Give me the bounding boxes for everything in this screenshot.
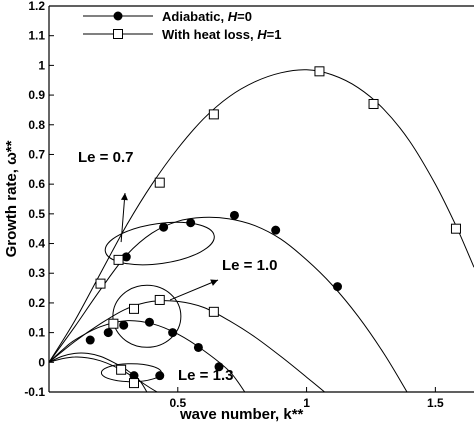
legend-text-adiabatic: Adiabatic,: [162, 9, 228, 24]
arrow-le-1-0-head: [210, 279, 218, 286]
marker-heatloss-le-1-0: [129, 303, 139, 314]
legend-marker-filled-circle: [113, 11, 123, 21]
marker-adiabatic-le-1-3: [155, 371, 165, 381]
y-tick-label: 0: [38, 355, 45, 369]
marker-heatloss-le-1-3: [129, 378, 139, 389]
marker-heatloss-le-0-7: [113, 254, 124, 265]
marker-heatloss-le-0-7: [450, 223, 461, 234]
marker-adiabatic-le-0-7: [186, 218, 196, 228]
y-tick-label: 0.9: [28, 88, 45, 102]
ellipse-le-1-0: [112, 284, 182, 348]
curve-heatloss-le-1-0: [49, 300, 325, 392]
curve-adiabatic-le-1-0: [49, 320, 246, 392]
marker-heatloss-le-1-0: [208, 306, 219, 317]
y-tick-label: 0.5: [28, 207, 45, 221]
y-tick-label: -0.1: [24, 385, 45, 399]
legend-entry-heat-loss: With heat loss, H=1: [83, 27, 281, 42]
legend-text-heat-loss: With heat loss,: [162, 27, 257, 42]
marker-heatloss-le-0-7: [154, 177, 165, 188]
annotation-le-1-3: Le = 1.3: [178, 367, 233, 384]
legend-marker-open-square: [113, 29, 123, 39]
x-axis-ticks: 0.5 1 1.5: [169, 387, 444, 410]
arrow-le-1-0: [169, 279, 219, 301]
marker-adiabatic-le-1-0: [214, 362, 224, 372]
legend-suffix-heat-loss: =1: [267, 27, 282, 42]
curve-heatloss-le-0-7: [49, 69, 474, 363]
x-tick-label: 1: [303, 396, 310, 410]
legend-entry-adiabatic: Adiabatic, H=0: [83, 9, 252, 24]
y-tick-label: 0.3: [28, 266, 45, 280]
y-tick-label: 0.8: [28, 118, 45, 132]
legend-italic-heat-loss: H: [257, 27, 267, 42]
arrow-le-0-7-head: [120, 193, 128, 201]
marker-adiabatic-le-1-0: [85, 335, 95, 345]
marker-heatloss-le-1-0: [154, 294, 165, 305]
marker-adiabatic-le-1-3: [129, 371, 139, 381]
marker-adiabatic-le-1-0: [144, 317, 154, 327]
legend-label-heat-loss: With heat loss, H=1: [162, 27, 281, 42]
marker-adiabatic-le-1-0: [119, 320, 129, 330]
data-markers: [85, 66, 461, 389]
legend-italic-adiabatic: H: [228, 9, 238, 24]
annotation-arrows: [120, 192, 219, 301]
y-tick-label: 0.2: [28, 296, 45, 310]
marker-adiabatic-le-1-0: [168, 328, 178, 338]
y-tick-label: 0.6: [28, 177, 45, 191]
marker-heatloss-le-1-3: [116, 364, 127, 375]
marker-adiabatic-le-1-0: [193, 342, 203, 352]
marker-adiabatic-le-0-7: [271, 225, 281, 235]
annotation-le-0-7: Le = 0.7: [78, 149, 133, 166]
chart-legend: Adiabatic, H=0 With heat loss, H=1: [83, 9, 281, 42]
ellipse-le-0-7: [104, 221, 215, 266]
legend-label-adiabatic: Adiabatic, H=0: [162, 9, 252, 24]
marker-adiabatic-le-0-7: [332, 282, 342, 292]
curve-adiabatic-le-1-3: [49, 356, 158, 392]
x-axis-title: wave number, k**: [179, 406, 304, 423]
marker-heatloss-le-0-7: [314, 66, 325, 77]
x-tick-label: 1.5: [427, 396, 444, 410]
marker-heatloss-le-1-0: [108, 318, 119, 329]
plot-frame: [48, 5, 474, 393]
y-tick-label: 0.7: [28, 147, 45, 161]
y-axis-ticks: -0.1 0 0.1 0.2 0.3 0.4 0.5 0.6 0.7 0.8 0.9 1 1.1 1.2: [24, 0, 54, 399]
y-tick-label: 1: [38, 58, 45, 72]
marker-adiabatic-le-0-7: [229, 210, 239, 220]
marker-adiabatic-le-0-7: [121, 252, 131, 262]
arrow-le-0-7: [120, 192, 126, 243]
y-tick-label: 1.2: [28, 0, 45, 13]
marker-heatloss-le-0-7: [368, 98, 379, 109]
marker-heatloss-le-0-7: [95, 278, 106, 289]
legend-suffix-adiabatic: =0: [237, 9, 252, 24]
x-tick-label: 0.5: [169, 396, 186, 410]
curve-adiabatic-le-0-7: [49, 216, 408, 392]
y-tick-label: 0.1: [28, 326, 45, 340]
y-axis-title: Growth rate, ω**: [3, 140, 20, 257]
series-curves: [49, 69, 474, 392]
y-tick-label: 0.4: [28, 237, 45, 251]
y-tick-label: 1.1: [28, 29, 45, 43]
marker-adiabatic-le-1-0: [103, 328, 113, 338]
marker-adiabatic-le-0-7: [159, 222, 169, 232]
annotation-le-1-0: Le = 1.0: [222, 257, 277, 274]
marker-heatloss-le-0-7: [208, 109, 219, 120]
